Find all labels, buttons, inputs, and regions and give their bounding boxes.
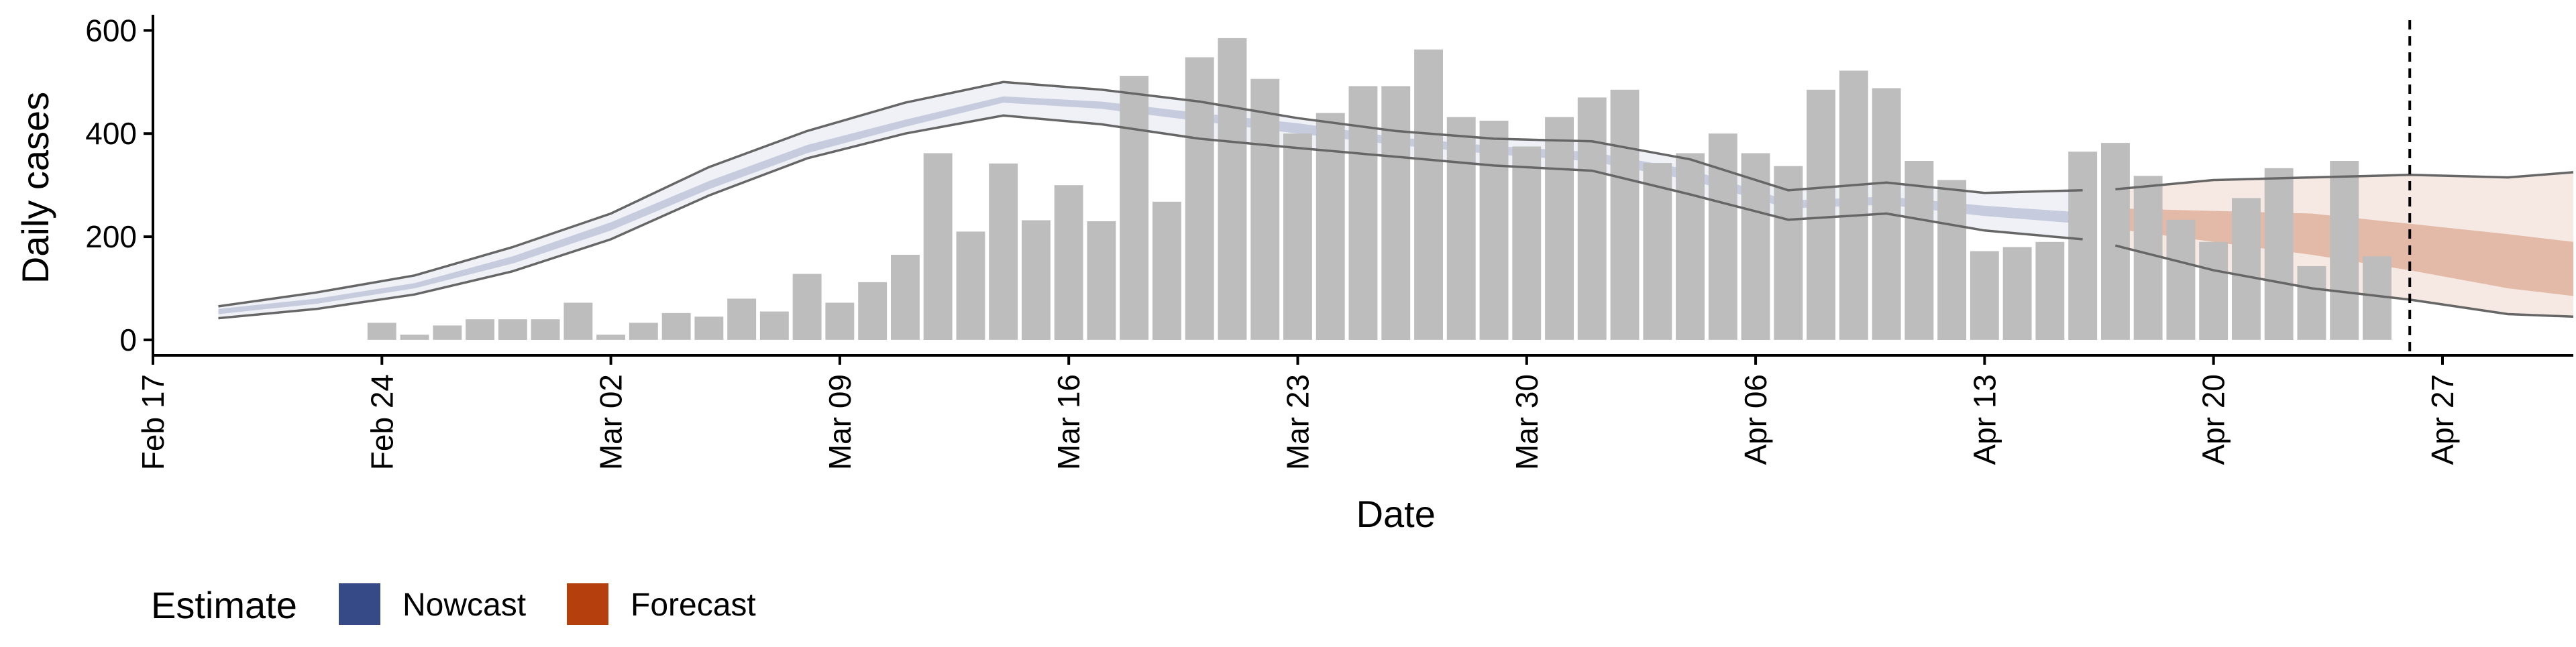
y-tick-label: 400 [85, 116, 137, 151]
daily-case-bar [923, 153, 953, 340]
x-tick-label: Feb 24 [364, 374, 399, 470]
daily-case-bar [727, 298, 757, 340]
legend-title: Estimate [151, 584, 297, 626]
daily-case-bar [1152, 201, 1181, 340]
daily-case-bar [1708, 133, 1737, 340]
daily-case-bar [2068, 152, 2098, 340]
daily-case-bar [1381, 86, 1411, 340]
daily-case-bar [400, 335, 429, 340]
x-tick-label: Apr 27 [2425, 374, 2460, 465]
daily-case-bar [367, 322, 396, 340]
legend: Estimate Nowcast Forecast [151, 583, 756, 626]
daily-case-bar [466, 319, 494, 340]
daily-case-bar [858, 282, 888, 340]
forecast-lower-line [2114, 244, 2574, 318]
x-tick-label: Mar 09 [822, 374, 857, 470]
daily-case-bar [1479, 121, 1509, 340]
legend-swatch-forecast [567, 583, 608, 625]
daily-case-bar [2101, 143, 2130, 340]
daily-case-bar [661, 312, 691, 340]
x-tick-label: Mar 16 [1051, 374, 1086, 470]
daily-case-bar [989, 163, 1018, 340]
x-tick-label: Feb 17 [136, 374, 170, 470]
daily-case-bar [694, 316, 724, 340]
y-tick-label: 200 [85, 219, 137, 254]
daily-case-bar [1676, 153, 1705, 340]
daily-case-bar [564, 302, 593, 340]
daily-case-bar [1643, 163, 1672, 340]
daily-case-bar [1610, 89, 1640, 340]
daily-case-bar [1577, 97, 1607, 340]
nowcast-lower-line [218, 114, 2083, 320]
daily-case-bar [759, 311, 789, 340]
daily-case-bar [2297, 266, 2326, 340]
y-axis-ticks: 0 200 400 600 [85, 13, 153, 357]
legend-label-nowcast: Nowcast [402, 587, 526, 623]
daily-case-bar [1741, 153, 1770, 340]
daily-case-bar [2264, 168, 2294, 341]
daily-case-bar [2002, 247, 2032, 340]
y-tick-label: 0 [119, 322, 137, 357]
daily-case-bar [1120, 76, 1149, 340]
daily-case-bar [1512, 146, 1542, 340]
daily-case-bar [1937, 180, 1967, 340]
forecast-upper-line [2115, 171, 2574, 191]
estimate-lines [218, 80, 2574, 320]
daily-case-bar [1970, 251, 1999, 340]
legend-label-forecast: Forecast [631, 587, 756, 623]
daily-case-bar [433, 325, 462, 340]
x-axis-ticks: Feb 17 Feb 24 Mar 02 Mar 09 Mar 16 Mar 23 Mar … [136, 355, 2460, 470]
daily-case-bar [498, 319, 527, 340]
daily-case-bar [956, 231, 985, 340]
daily-case-bar [1904, 161, 1934, 340]
daily-case-bar [596, 335, 625, 340]
x-tick-label: Mar 02 [594, 374, 629, 470]
daily-case-bar [1807, 89, 1835, 340]
daily-case-bars [367, 38, 2392, 341]
daily-case-bar [531, 319, 560, 340]
daily-case-bar [1774, 166, 1803, 340]
y-axis-title: Daily cases [14, 92, 56, 284]
daily-case-bar [891, 255, 920, 340]
daily-case-bar [1283, 133, 1312, 340]
daily-case-bar [629, 322, 658, 340]
daily-case-bar [2133, 176, 2163, 340]
daily-case-bar [1446, 117, 1476, 340]
x-tick-label: Apr 13 [1967, 374, 2002, 465]
daily-case-bar [2232, 198, 2261, 340]
legend-swatch-nowcast [339, 583, 380, 625]
daily-case-bar [2199, 241, 2229, 340]
daily-case-bar [1414, 49, 1443, 340]
nowcast-outer-band [218, 82, 2083, 318]
daily-case-bar [792, 274, 822, 340]
daily-case-bar [1054, 185, 1083, 340]
x-tick-label: Mar 23 [1280, 374, 1315, 470]
daily-case-bar [1839, 70, 1868, 340]
x-tick-label: Mar 30 [1509, 374, 1544, 470]
nowcast-upper-line [218, 80, 2083, 308]
daily-case-bar [1087, 221, 1116, 340]
x-tick-label: Apr 20 [2196, 374, 2231, 465]
daily-case-bar [2330, 161, 2359, 340]
x-tick-label: Apr 06 [1738, 374, 1773, 465]
y-tick-label: 600 [85, 13, 137, 48]
daily-case-bar [1545, 117, 1574, 340]
x-axis-title: Date [1356, 493, 1436, 535]
daily-case-bar [1022, 220, 1051, 340]
axes: 0 200 400 600 Feb 17 Feb 24 Mar 02 Mar 09 Mar 1… [14, 13, 2573, 535]
daily-case-bar [2035, 241, 2065, 340]
daily-case-bar [825, 302, 855, 340]
daily-case-bar [1316, 113, 1345, 340]
daily-case-bar [2166, 219, 2196, 340]
daily-case-bar [1250, 78, 1280, 340]
daily-case-bar [1218, 38, 1247, 340]
